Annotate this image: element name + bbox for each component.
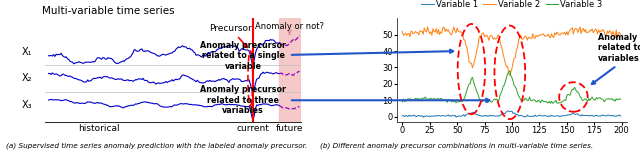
Variable 2 (412, 31, 419, 32)
Bar (280, 18, 300, 122)
Variable 2 (506, 75, 514, 76)
Text: Precursor: Precursor (209, 24, 252, 47)
Text: X₁: X₁ (22, 47, 32, 57)
Variable 1 (504, 110, 511, 112)
Variable 1 (458, 115, 465, 117)
Variable 3 (399, 101, 406, 103)
Variable 1 (407, 115, 415, 116)
Variable 2 (407, 30, 415, 32)
Variable 2 (456, 31, 464, 33)
Line: Variable 2: Variable 2 (403, 27, 621, 76)
Legend: Variable 1, Variable 2, Variable 3: Variable 1, Variable 2, Variable 3 (418, 0, 606, 12)
Variable 3 (617, 98, 625, 100)
Variable 2 (439, 27, 447, 29)
Variable 3 (600, 101, 608, 103)
Variable 3 (456, 100, 464, 102)
Variable 2 (399, 30, 406, 32)
Variable 1 (600, 114, 608, 116)
Text: X₃: X₃ (21, 100, 32, 110)
Variable 2 (576, 26, 584, 28)
Variable 1 (399, 115, 406, 117)
Variable 2 (600, 31, 608, 33)
Variable 1 (452, 116, 460, 118)
Variable 2 (617, 33, 625, 35)
Text: Anomaly precursor
related to two
variables: Anomaly precursor related to two variabl… (592, 33, 640, 84)
Variable 1 (617, 115, 625, 117)
Variable 2 (608, 34, 616, 36)
Text: (a) Supervised time series anomaly prediction with the labeled anomaly precursor: (a) Supervised time series anomaly predi… (6, 142, 308, 149)
Text: Anomaly or not?: Anomaly or not? (255, 22, 324, 34)
Text: X₂: X₂ (22, 73, 32, 83)
Variable 3 (407, 99, 415, 101)
Variable 1 (412, 115, 419, 117)
Variable 1 (608, 114, 616, 116)
Line: Variable 1: Variable 1 (403, 111, 621, 117)
Text: Anomaly precursor
related to a single
variable: Anomaly precursor related to a single va… (200, 41, 453, 71)
Variable 3 (506, 70, 514, 72)
Line: Variable 3: Variable 3 (403, 71, 621, 103)
Variable 3 (412, 97, 419, 99)
Text: (b) Different anomaly precursor combinations in multi-variable time series.: (b) Different anomaly precursor combinat… (320, 142, 593, 149)
Variable 3 (439, 99, 447, 101)
Variable 3 (548, 102, 556, 104)
Variable 3 (608, 98, 616, 99)
Text: Anomaly precursor
related to three
variables: Anomaly precursor related to three varia… (200, 85, 490, 115)
Text: Multi-variable time series: Multi-variable time series (42, 6, 175, 16)
Variable 1 (439, 115, 447, 117)
